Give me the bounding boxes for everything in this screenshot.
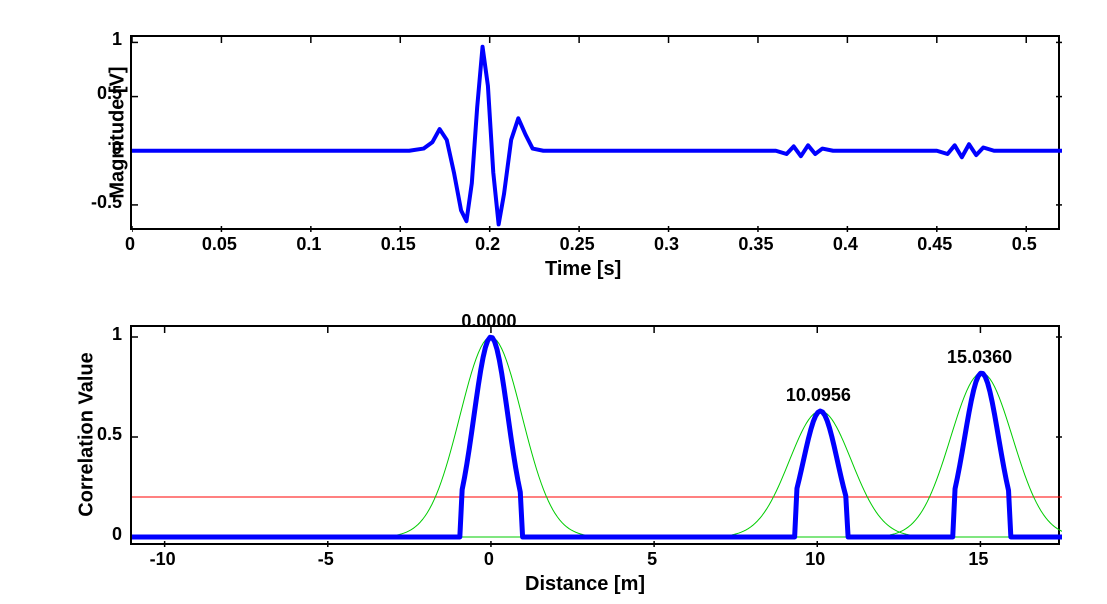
peak-label: 15.0360 [935,347,1025,368]
xtick-label: 0.25 [552,234,602,255]
ytick-label: 0.5 [97,424,122,445]
xtick-label: 0.3 [642,234,692,255]
ytick-label: 1 [112,29,122,50]
xtick-label: 0.05 [194,234,244,255]
xtick-label: 0.35 [731,234,781,255]
bottom-chart-ylabel: Correlation Value [76,350,99,520]
xtick-label: 0.2 [463,234,513,255]
xtick-label: 0 [464,549,514,570]
xtick-label: 15 [953,549,1003,570]
xtick-label: 0.45 [910,234,960,255]
bottom-chart-svg [132,327,1062,547]
xtick-label: -5 [301,549,351,570]
ytick-label: 0 [112,524,122,545]
xtick-label: 0.4 [820,234,870,255]
xtick-label: 0.1 [284,234,334,255]
top-chart-xlabel: Time [s] [545,258,621,281]
xtick-label: 0 [105,234,155,255]
ytick-label: -0.5 [91,192,122,213]
xtick-label: 5 [627,549,677,570]
figure: Magnitude [V] Time [s] 00.050.10.150.20.… [0,0,1107,604]
ytick-label: 1 [112,324,122,345]
ytick-label: 0 [112,138,122,159]
xtick-label: 0.5 [999,234,1049,255]
top-chart-svg [132,37,1062,232]
xtick-label: 10 [790,549,840,570]
bottom-chart-xlabel: Distance [m] [525,573,645,596]
peak-label: 10.0956 [773,385,863,406]
bottom-chart-axes [130,325,1060,545]
xtick-label: 0.15 [373,234,423,255]
xtick-label: -10 [138,549,188,570]
ytick-label: 0.5 [97,83,122,104]
peak-label: 0.0000 [444,311,534,332]
top-chart-axes [130,35,1060,230]
